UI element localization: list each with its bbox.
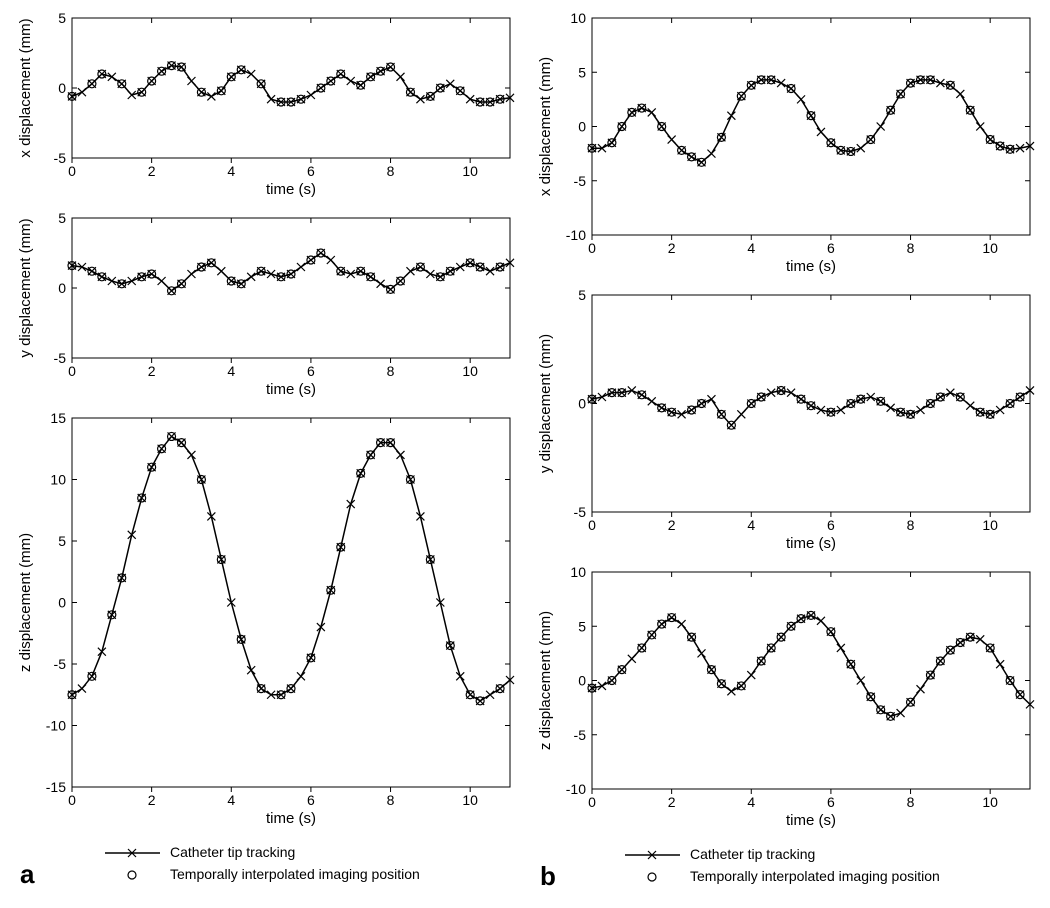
svg-text:z displacement (mm): z displacement (mm) xyxy=(537,611,554,750)
svg-text:4: 4 xyxy=(747,517,755,533)
svg-text:0: 0 xyxy=(578,396,586,412)
panel-a-0: 0246810-505time (s)x displacement (mm) xyxy=(10,10,520,200)
svg-text:y displacement (mm): y displacement (mm) xyxy=(537,334,554,473)
legend-series2: Temporally interpolated imaging position xyxy=(690,868,940,884)
svg-text:10: 10 xyxy=(462,363,478,379)
svg-text:8: 8 xyxy=(907,517,915,533)
svg-text:8: 8 xyxy=(387,163,395,179)
svg-text:6: 6 xyxy=(827,517,835,533)
chart-a-0: 0246810-505time (s)x displacement (mm) xyxy=(10,10,520,200)
panel-b-2: 0 2 4 6 8 10 -10 -5 0 5 10 time (s) z displacement (… xyxy=(530,564,1040,831)
svg-text:5: 5 xyxy=(578,618,586,634)
svg-text:8: 8 xyxy=(907,794,915,810)
panel-b-1: 0246810-505time (s)y displacement (mm) xyxy=(530,287,1040,554)
svg-text:4: 4 xyxy=(227,363,235,379)
svg-text:0: 0 xyxy=(588,794,596,810)
svg-text:4: 4 xyxy=(227,163,235,179)
svg-text:10: 10 xyxy=(982,794,998,810)
svg-text:4: 4 xyxy=(747,240,755,256)
column-b: 0246810-10-50510time (s)x displacement (… xyxy=(530,10,1040,898)
svg-text:6: 6 xyxy=(827,240,835,256)
legend-b: b Catheter tip tracking Temporally interpo… xyxy=(530,841,1040,898)
svg-text:-5: -5 xyxy=(54,150,67,166)
svg-text:-10: -10 xyxy=(566,781,586,797)
svg-text:0: 0 xyxy=(588,240,596,256)
svg-text:-10: -10 xyxy=(46,718,66,734)
svg-text:10: 10 xyxy=(462,163,478,179)
svg-text:time (s): time (s) xyxy=(786,812,836,829)
svg-text:10: 10 xyxy=(462,792,478,808)
svg-text:0: 0 xyxy=(58,280,66,296)
svg-text:2: 2 xyxy=(668,794,676,810)
svg-text:5: 5 xyxy=(58,10,66,26)
svg-text:x displacement (mm): x displacement (mm) xyxy=(17,18,34,157)
svg-text:10: 10 xyxy=(982,240,998,256)
legend-a: aCatheter tip trackingTemporally interpo… xyxy=(10,839,520,896)
legend-series1: Catheter tip tracking xyxy=(690,846,815,862)
column-label: b xyxy=(540,861,556,891)
svg-text:0: 0 xyxy=(68,792,76,808)
column-label: a xyxy=(20,859,35,889)
svg-text:5: 5 xyxy=(58,210,66,226)
svg-text:2: 2 xyxy=(148,363,156,379)
panel-a-1: 0246810-505time (s)y displacement (mm) xyxy=(10,210,520,400)
svg-text:x displacement (mm): x displacement (mm) xyxy=(537,57,554,196)
svg-text:0: 0 xyxy=(588,517,596,533)
svg-text:6: 6 xyxy=(827,794,835,810)
svg-text:10: 10 xyxy=(570,564,586,580)
chart-a-1: 0246810-505time (s)y displacement (mm) xyxy=(10,210,520,400)
svg-text:6: 6 xyxy=(307,792,315,808)
svg-text:2: 2 xyxy=(148,163,156,179)
svg-text:10: 10 xyxy=(982,517,998,533)
svg-text:0: 0 xyxy=(578,673,586,689)
svg-text:6: 6 xyxy=(307,163,315,179)
column-a: 0246810-505time (s)x displacement (mm)02… xyxy=(10,10,520,898)
chart-b-0: 0 2 4 6 8 10 -10 -5 0 5 10 time (s) x displacement (… xyxy=(530,10,1040,277)
svg-text:4: 4 xyxy=(747,794,755,810)
svg-text:-5: -5 xyxy=(574,173,587,189)
svg-text:0: 0 xyxy=(68,163,76,179)
svg-text:15: 15 xyxy=(50,410,66,426)
svg-text:-5: -5 xyxy=(54,350,67,366)
svg-text:8: 8 xyxy=(907,240,915,256)
svg-text:0: 0 xyxy=(58,80,66,96)
svg-text:y displacement (mm): y displacement (mm) xyxy=(17,218,34,357)
svg-text:time (s): time (s) xyxy=(266,810,316,827)
svg-text:6: 6 xyxy=(307,363,315,379)
svg-text:2: 2 xyxy=(668,517,676,533)
panel-a-2: 0 2 4 6 8 10 -15 -10 -5 0 5 10 15 time (s) z displacem… xyxy=(10,410,520,829)
svg-text:time (s): time (s) xyxy=(266,181,316,198)
panel-b-0: 0 2 4 6 8 10 -10 -5 0 5 10 time (s) x displacement (… xyxy=(530,10,1040,277)
svg-text:10: 10 xyxy=(570,10,586,26)
svg-text:8: 8 xyxy=(387,792,395,808)
svg-text:-15: -15 xyxy=(46,779,66,795)
svg-text:2: 2 xyxy=(668,240,676,256)
svg-text:time (s): time (s) xyxy=(786,535,836,552)
svg-text:0: 0 xyxy=(68,363,76,379)
svg-text:4: 4 xyxy=(227,792,235,808)
svg-text:0: 0 xyxy=(578,119,586,135)
figure-container: 0246810-505time (s)x displacement (mm)02… xyxy=(10,10,1040,898)
svg-text:-10: -10 xyxy=(566,227,586,243)
svg-text:10: 10 xyxy=(50,472,66,488)
svg-text:-5: -5 xyxy=(574,504,587,520)
legend-series1: Catheter tip tracking xyxy=(170,844,295,860)
chart-b-1: 0246810-505time (s)y displacement (mm) xyxy=(530,287,1040,554)
svg-text:0: 0 xyxy=(58,595,66,611)
svg-text:5: 5 xyxy=(578,287,586,303)
svg-text:time (s): time (s) xyxy=(786,258,836,275)
svg-text:z displacement (mm): z displacement (mm) xyxy=(17,533,34,672)
svg-text:5: 5 xyxy=(58,533,66,549)
chart-b-2: 0 2 4 6 8 10 -10 -5 0 5 10 time (s) z displacement (… xyxy=(530,564,1040,831)
svg-text:2: 2 xyxy=(148,792,156,808)
svg-text:time (s): time (s) xyxy=(266,381,316,398)
svg-text:-5: -5 xyxy=(574,727,587,743)
svg-text:5: 5 xyxy=(578,64,586,80)
chart-a-2: 0 2 4 6 8 10 -15 -10 -5 0 5 10 15 time (s) z displacem… xyxy=(10,410,520,829)
svg-text:8: 8 xyxy=(387,363,395,379)
svg-text:-5: -5 xyxy=(54,656,67,672)
